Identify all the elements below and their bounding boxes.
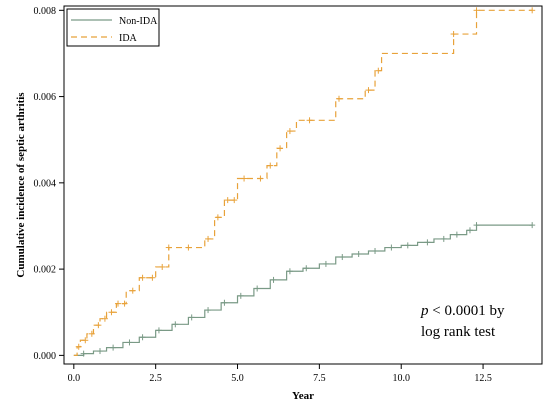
censor-mark-ida xyxy=(277,145,284,152)
annotation-line-2: log rank test xyxy=(421,324,496,340)
censor-mark-ida xyxy=(159,263,166,270)
censor-mark-non-ida xyxy=(529,222,536,229)
censor-mark-ida xyxy=(529,7,536,14)
plot-frame xyxy=(63,5,543,365)
annotation-line-1: p < 0.0001 by xyxy=(420,303,505,319)
censor-mark-non-ida xyxy=(388,244,395,251)
censor-mark-ida xyxy=(82,337,89,344)
censor-mark-ida xyxy=(115,300,122,307)
censor-mark-non-ida xyxy=(322,260,329,267)
censor-mark-non-ida xyxy=(97,348,104,355)
censor-mark-non-ida xyxy=(440,235,447,242)
censor-mark-non-ida xyxy=(355,251,362,258)
x-tick-label: 2.5 xyxy=(149,373,162,384)
censor-mark-ida xyxy=(473,7,480,14)
censor-mark-ida xyxy=(375,67,382,74)
censor-mark-ida xyxy=(108,309,115,316)
censor-mark-non-ida xyxy=(453,231,460,238)
censor-mark-ida xyxy=(139,274,146,281)
censor-mark-ida xyxy=(450,31,457,38)
censor-mark-ida xyxy=(224,197,231,204)
censor-mark-ida xyxy=(121,300,128,307)
x-tick-label: 12.5 xyxy=(474,373,492,384)
y-tick-label: 0.002 xyxy=(34,265,57,276)
series-line-non-ida xyxy=(73,224,533,356)
censor-mark-non-ida xyxy=(188,314,195,321)
censor-mark-ida xyxy=(241,175,248,182)
censor-mark-non-ida xyxy=(110,344,117,351)
censor-mark-ida xyxy=(257,175,264,182)
censor-mark-non-ida xyxy=(205,307,212,314)
censor-mark-ida xyxy=(95,322,102,329)
axes-layer: 0.0 2.5 5.0 7.5 10.0 12.5 0.000 0.002 0.004 0.006… xyxy=(34,6,492,384)
censor-mark-ida xyxy=(286,128,293,135)
y-tick-label: 0.004 xyxy=(34,178,57,189)
x-tick-label: 0.0 xyxy=(68,373,81,384)
censor-mark-non-ida xyxy=(80,350,87,357)
annotation-p-value: < 0.0001 by xyxy=(429,303,505,319)
censor-mark-ida xyxy=(205,235,212,242)
censor-mark-ida xyxy=(149,274,156,281)
censor-mark-non-ida xyxy=(126,339,133,346)
x-tick-label: 10.0 xyxy=(392,373,410,384)
censor-mark-non-ida xyxy=(286,268,293,275)
annotation: p < 0.0001 by log rank test xyxy=(420,303,505,340)
legend: Non-IDA IDA xyxy=(66,8,160,47)
censor-mark-ida xyxy=(365,87,372,94)
series-layer xyxy=(73,7,536,357)
censor-mark-non-ida xyxy=(155,327,162,334)
censor-mark-ida xyxy=(101,315,108,322)
y-tick-label: 0.006 xyxy=(34,92,57,103)
censor-mark-ida xyxy=(165,244,172,251)
censor-mark-non-ida xyxy=(270,276,277,283)
censor-mark-non-ida xyxy=(466,227,473,234)
censor-mark-non-ida xyxy=(372,247,379,254)
censor-mark-non-ida xyxy=(303,265,310,272)
censor-mark-ida xyxy=(306,117,313,124)
legend-label-non-ida: Non-IDA xyxy=(119,16,158,27)
censor-mark-ida xyxy=(231,197,238,204)
annotation-p-symbol: p xyxy=(420,303,429,319)
y-tick-label: 0.008 xyxy=(34,6,57,17)
censor-mark-ida xyxy=(336,95,343,102)
y-axis-title: Cumulative incidence of septic arthritis xyxy=(15,92,27,278)
censor-mark-non-ida xyxy=(139,334,146,341)
censor-mark-non-ida xyxy=(172,321,179,328)
legend-box xyxy=(66,8,160,47)
censor-mark-ida xyxy=(75,343,82,350)
legend-label-ida: IDA xyxy=(119,33,138,44)
censor-mark-non-ida xyxy=(221,299,228,306)
x-tick-label: 5.0 xyxy=(231,373,244,384)
censor-mark-ida xyxy=(214,214,221,221)
censor-mark-non-ida xyxy=(424,239,431,246)
censor-mark-ida xyxy=(185,244,192,251)
censor-mark-non-ida xyxy=(339,254,346,261)
x-tick-label: 7.5 xyxy=(313,373,326,384)
censor-mark-ida xyxy=(267,162,274,169)
censor-mark-non-ida xyxy=(404,242,411,249)
censor-mark-non-ida xyxy=(473,222,480,229)
censor-mark-non-ida xyxy=(237,292,244,299)
censor-mark-ida xyxy=(88,330,95,337)
censor-mark-non-ida xyxy=(254,285,261,292)
censor-mark-ida xyxy=(129,287,136,294)
y-tick-label: 0.000 xyxy=(34,351,57,362)
x-axis-title: Year xyxy=(292,390,314,402)
